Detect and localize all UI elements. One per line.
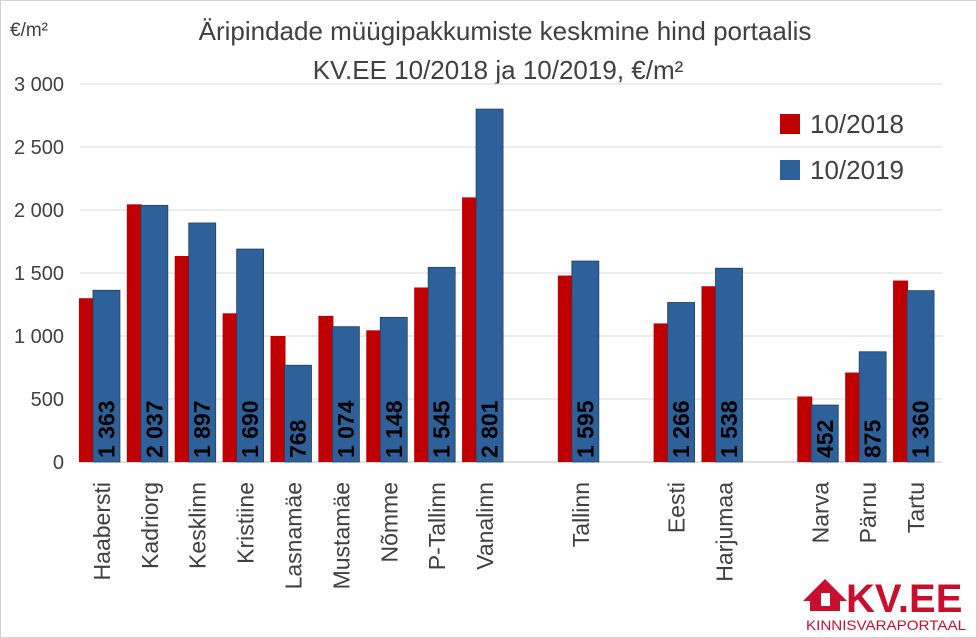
bar-10-2018 — [270, 336, 286, 462]
x-tick-label: Kadriorg — [137, 482, 163, 569]
data-label: 768 — [285, 419, 311, 458]
bar-10-2018 — [126, 204, 142, 462]
data-label: 1 363 — [93, 400, 119, 458]
data-label: 1 545 — [429, 400, 455, 458]
chart-title: Äripindade müügipakkumiste keskmine hind… — [199, 16, 812, 46]
x-tick-label: Narva — [807, 482, 833, 544]
x-tick-label: Vanalinn — [472, 482, 498, 570]
x-tick-label: Pärnu — [855, 482, 881, 543]
bar-10-2019 — [284, 364, 312, 463]
y-tick-label: 2 000 — [14, 200, 64, 222]
bar-10-2019 — [571, 260, 600, 463]
bar-10-2019 — [236, 248, 265, 463]
data-label: 1 148 — [381, 400, 407, 458]
bar-10-2018 — [222, 313, 238, 462]
bar-10-2019 — [475, 108, 504, 463]
x-tick-label: Tartu — [903, 482, 929, 533]
bar-10-2019 — [715, 267, 743, 463]
logo-text: KV.EE — [846, 577, 962, 621]
bar-10-2018 — [701, 286, 717, 462]
x-tick-label: Haabersti — [89, 482, 115, 580]
data-labels: 1 363 2 037 1 897 1 690 768 1 074 1 148 1 545 2 … — [93, 400, 933, 458]
y-axis-label: €/m² — [10, 20, 48, 41]
x-tick-label: P-Tallinn — [424, 482, 450, 570]
data-label: 1 266 — [668, 400, 694, 458]
y-tick-label: 3 000 — [14, 74, 64, 96]
bar-10-2018 — [366, 330, 382, 462]
bar-10-2019 — [427, 266, 456, 463]
x-tick-label: Mustamäe — [328, 482, 354, 589]
data-label: 1 360 — [908, 400, 934, 458]
x-tick-label: Kristiine — [233, 482, 259, 564]
bar-10-2018 — [462, 197, 478, 462]
data-label: 2 037 — [141, 400, 167, 458]
kv-ee-logo: KV.EE KINNISVARAPORTAAL — [803, 577, 966, 633]
bar-10-2019 — [140, 204, 169, 463]
bar-10-2018 — [78, 298, 94, 462]
bar-10-2019 — [667, 302, 696, 463]
y-tick-label: 500 — [31, 389, 64, 411]
data-label: 1 074 — [333, 400, 359, 458]
bar-10-2018 — [557, 275, 573, 462]
y-tick-label: 1 000 — [14, 326, 64, 348]
legend-label: 10/2019 — [810, 155, 904, 185]
bar-10-2019 — [331, 326, 360, 463]
bars — [78, 108, 935, 463]
y-tick-label: 1 500 — [14, 263, 64, 285]
x-tick-label: Tallinn — [568, 482, 594, 547]
y-tick-label: 2 500 — [14, 137, 64, 159]
bar-10-2018 — [893, 280, 909, 462]
bar-10-2019 — [858, 351, 887, 463]
logo-tagline: KINNISVARAPORTAAL — [806, 617, 966, 633]
bar-10-2019 — [92, 289, 121, 463]
bar-10-2018 — [653, 323, 669, 462]
bar-10-2018 — [845, 372, 861, 462]
x-tick-label: Kesklinn — [185, 482, 211, 569]
bar-10-2018 — [318, 315, 334, 462]
bar-10-2018 — [797, 396, 813, 462]
x-tick-label: Eesti — [664, 482, 690, 533]
data-label: 452 — [812, 420, 838, 458]
bar-10-2019 — [906, 290, 935, 463]
legend: 10/2018 10/2019 — [780, 109, 904, 185]
legend-label: 10/2018 — [810, 109, 904, 139]
data-label: 1 538 — [716, 400, 742, 458]
bar-10-2019 — [379, 316, 408, 463]
x-tick-label: Harjumaa — [712, 482, 738, 582]
data-label: 1 897 — [189, 400, 215, 458]
bar-10-2018 — [414, 287, 430, 462]
bar-10-2019 — [810, 404, 839, 463]
data-label: 1 595 — [572, 400, 598, 458]
legend-swatch — [780, 160, 800, 180]
legend-swatch — [780, 114, 800, 134]
data-label: 1 690 — [237, 400, 263, 458]
bar-10-2018 — [174, 255, 190, 462]
x-tick-labels: Haabersti Kadriorg Kesklinn Kristiine Lasnam… — [89, 482, 929, 590]
y-tick-label: 0 — [53, 452, 64, 474]
data-label: 2 801 — [477, 400, 503, 458]
chart-subtitle: KV.EE 10/2018 ja 10/2019, €/m² — [313, 55, 684, 85]
x-tick-label: Nõmme — [376, 482, 402, 563]
bar-10-2019 — [188, 222, 217, 463]
x-tick-label: Lasnamäe — [281, 482, 307, 589]
y-tick-labels: 0 500 1 000 1 500 2 000 2 500 3 000 — [14, 74, 64, 474]
data-label: 875 — [860, 419, 886, 458]
